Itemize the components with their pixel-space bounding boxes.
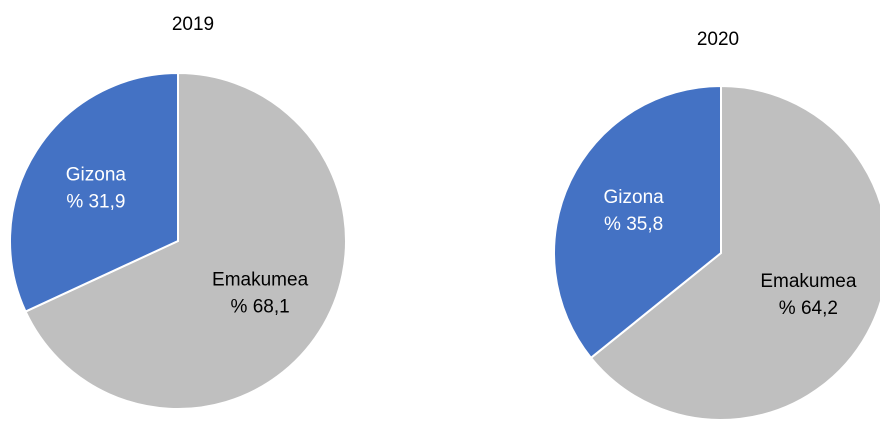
slice-value-label: % 31,9 bbox=[66, 192, 125, 213]
slice-category: Gizona bbox=[66, 165, 127, 186]
slice-category: Gizona bbox=[604, 187, 665, 208]
slice-value-label: % 64,2 bbox=[779, 298, 838, 319]
slice-value-label: % 35,8 bbox=[604, 214, 663, 235]
chart-title: 2019 bbox=[172, 14, 214, 35]
pie-slice bbox=[589, 84, 880, 421]
chart-title: 2020 bbox=[697, 29, 739, 50]
pie-slice bbox=[24, 71, 347, 410]
slice-category: Emakumea bbox=[760, 271, 857, 292]
slice-category: Emakumea bbox=[212, 269, 309, 290]
pie-slice bbox=[553, 84, 722, 360]
pie-slice bbox=[9, 71, 179, 313]
slice-value-label: % 68,1 bbox=[231, 296, 290, 317]
